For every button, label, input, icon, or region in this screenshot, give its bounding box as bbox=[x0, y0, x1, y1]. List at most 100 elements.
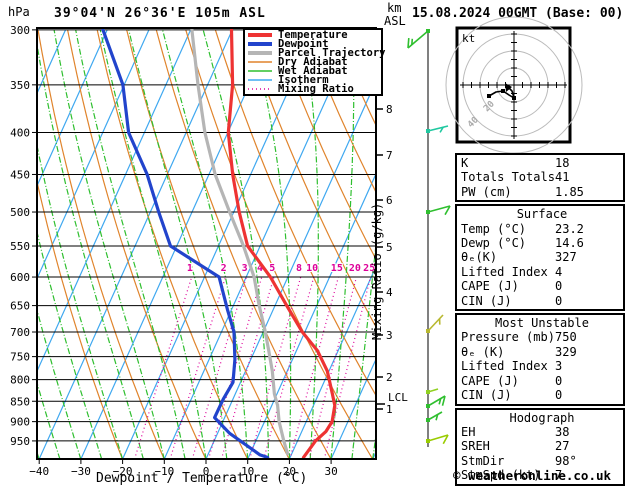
km-tick-label: 1 bbox=[386, 403, 393, 416]
km-tick-label: 5 bbox=[386, 241, 393, 254]
panel-row: EH 38 bbox=[461, 425, 623, 439]
panel-row-label: Lifted Index bbox=[461, 359, 548, 374]
panel-row: StmDir 98° bbox=[461, 454, 623, 468]
panel-row-value: 3 bbox=[555, 359, 563, 374]
temperature-axis-label: Dewpoint / Temperature (°C) bbox=[96, 471, 308, 486]
panel-row: CAPE (J) 0 bbox=[461, 374, 623, 388]
hodograph-trace bbox=[488, 85, 515, 99]
wind-barb-half-feather bbox=[435, 414, 439, 421]
legend-swatch-temperature bbox=[248, 33, 272, 38]
panel-row-label: Temp (°C) bbox=[461, 221, 527, 236]
hodograph-unit-label: kt bbox=[462, 32, 475, 45]
panel-row-label: CIN (J) bbox=[461, 293, 512, 308]
wet-adiabat-line bbox=[302, 29, 319, 459]
isotherm-line bbox=[80, 29, 275, 459]
pressure-tick-label: 650 bbox=[10, 300, 30, 313]
legend-item: Dry Adiabat bbox=[247, 56, 379, 69]
temp-tick-label: 10 bbox=[241, 465, 254, 478]
wind-barb-stem bbox=[427, 434, 449, 442]
panel-row: PW (cm) 1.85 bbox=[461, 185, 623, 199]
panel-row-value: 4 bbox=[555, 264, 563, 279]
wet-adiabat-line bbox=[37, 41, 144, 459]
wind-barb-stem bbox=[427, 205, 451, 213]
panel-row-value: 23.2 bbox=[555, 221, 584, 236]
panel-row-label: Pressure (mb) bbox=[461, 330, 555, 345]
pressure-tick-label: 500 bbox=[10, 206, 30, 219]
legend-item: Wet Adiabat bbox=[247, 66, 379, 76]
panel-row: Lifted Index 4 bbox=[461, 265, 623, 279]
panel-row: Dewp (°C) 14.6 bbox=[461, 236, 623, 250]
wind-barb bbox=[426, 388, 439, 394]
wet-adiabat-line bbox=[250, 29, 292, 459]
mixing-ratio-value-label: 15 bbox=[331, 263, 343, 274]
dry-adiabat-line bbox=[67, 29, 207, 459]
legend-swatch-parcel-trajectory bbox=[248, 51, 272, 56]
wind-barb-stem bbox=[427, 395, 446, 407]
panel-row-value: 0 bbox=[555, 388, 563, 403]
panel-section-title: Hodograph bbox=[509, 410, 575, 425]
pressure-tick-label: 800 bbox=[10, 374, 30, 387]
wind-barb bbox=[426, 125, 449, 133]
pressure-tick-label: 300 bbox=[10, 24, 30, 37]
indices-panel: K 18 Totals Totals 41 PW (cm) 1.85 Surface Temp… bbox=[455, 153, 625, 486]
wind-barb-half-feather bbox=[438, 398, 442, 405]
legend-label: Dry Adiabat bbox=[278, 56, 348, 69]
legend-item: Parcel Trajectory bbox=[247, 48, 385, 58]
parcel-curve bbox=[190, 28, 290, 456]
mixing-ratio-line bbox=[308, 276, 358, 459]
km-tick-label: 2 bbox=[386, 371, 393, 384]
panel-row-label: CIN (J) bbox=[461, 388, 512, 403]
panel-row: CAPE (J) 0 bbox=[461, 279, 623, 293]
panel-section: Most Unstable Pressure (mb) 750 θₑ (K) 329 Li… bbox=[455, 313, 625, 406]
panel-row: CIN (J) 0 bbox=[461, 388, 623, 402]
pressure-tick-label: 550 bbox=[10, 240, 30, 253]
wind-barb-feather bbox=[444, 205, 451, 216]
pressure-axis-unit: hPa bbox=[8, 5, 30, 19]
mixing-ratio-value-label: 4 bbox=[257, 263, 263, 274]
station-title: 39°04'N 26°36'E 105m ASL bbox=[54, 6, 266, 21]
panel-row-label: CAPE (J) bbox=[461, 373, 519, 388]
pressure-tick-label: 700 bbox=[10, 326, 30, 339]
altitude-axis-unit: km bbox=[387, 1, 402, 15]
panel-row-label: Dewp (°C) bbox=[461, 236, 527, 251]
panel-row: StmSpd (kt) 7 bbox=[461, 468, 623, 482]
legend-label: Dewpoint bbox=[278, 38, 329, 51]
panel-row: Pressure (mb) 750 bbox=[461, 330, 623, 344]
pressure-tick-label: 950 bbox=[10, 435, 30, 448]
hodograph-marker bbox=[501, 89, 505, 93]
hodograph-arrowhead bbox=[505, 83, 512, 92]
wind-barb bbox=[426, 395, 446, 408]
panel-row-value: 1.85 bbox=[555, 184, 584, 199]
wind-barb-stem bbox=[427, 125, 449, 132]
wind-barb-feather bbox=[441, 395, 446, 406]
panel-row-value: 0 bbox=[555, 373, 563, 388]
wind-barb-feather bbox=[442, 434, 449, 445]
dry-adiabat-line bbox=[273, 29, 376, 261]
temp-tick-label: −40 bbox=[29, 465, 49, 478]
panel-row: SREH 27 bbox=[461, 439, 623, 453]
altitude-axis-unit2: ASL bbox=[384, 14, 406, 28]
mixing-ratio-value-label: 10 bbox=[306, 263, 318, 274]
isotherm-line bbox=[205, 79, 376, 459]
panel-row-value: 27 bbox=[555, 439, 570, 454]
panel-row: Totals Totals 41 bbox=[461, 170, 623, 184]
temp-tick-label: −10 bbox=[154, 465, 174, 478]
mixing-ratio-line bbox=[191, 276, 247, 459]
pressure-tick-label: 450 bbox=[10, 168, 30, 181]
legend-item: Isotherm bbox=[247, 75, 379, 85]
panel-row-value: 38 bbox=[555, 424, 570, 439]
isotherm-line bbox=[37, 29, 192, 373]
legend-swatch-dry-adiabat bbox=[248, 61, 272, 63]
legend-swatch-wet-adiabat bbox=[248, 70, 272, 72]
isotherm-line bbox=[37, 29, 108, 188]
pressure-tick-label: 850 bbox=[10, 395, 30, 408]
panel-row-value: 750 bbox=[555, 330, 577, 345]
panel-row-label: CAPE (J) bbox=[461, 279, 519, 294]
copyright: © weatheronline.co.uk bbox=[453, 468, 612, 483]
panel-row-label: θₑ (K) bbox=[461, 344, 505, 359]
panel-row-label: EH bbox=[461, 424, 476, 439]
panel-row-label: K bbox=[461, 156, 469, 170]
panel-row-value: 0 bbox=[555, 293, 563, 308]
